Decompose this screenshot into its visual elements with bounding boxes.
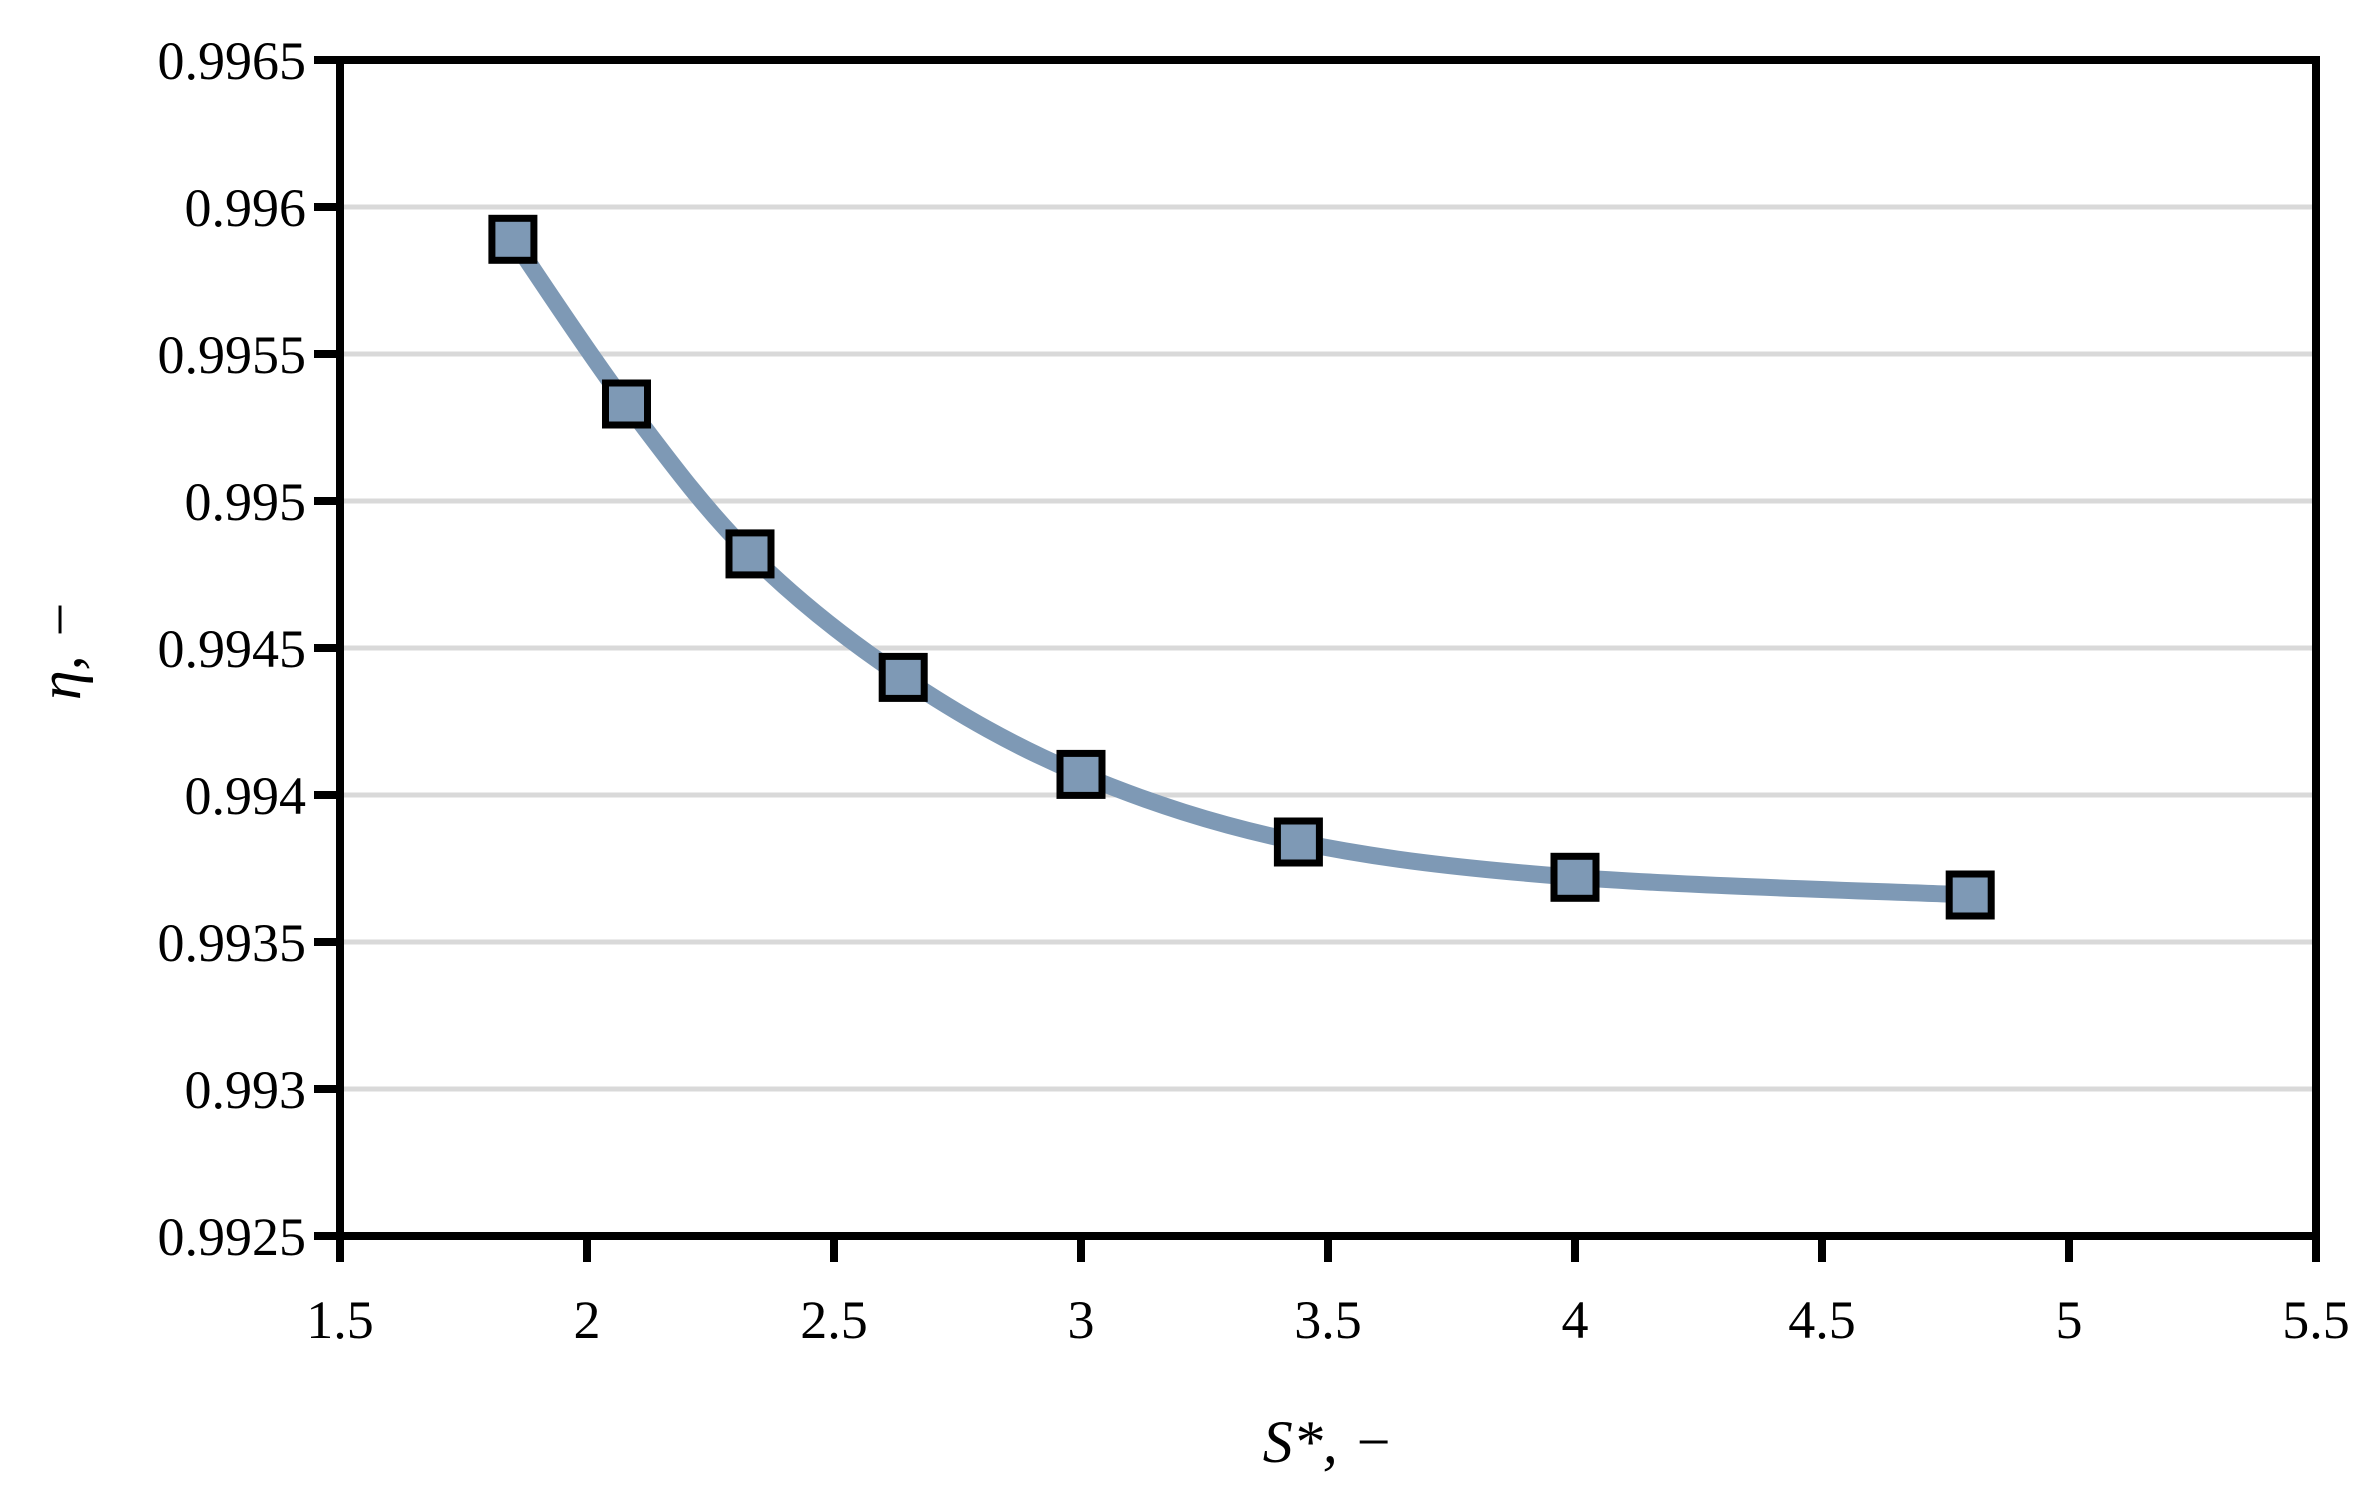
data-point-marker [1945, 870, 1995, 920]
y-tick-label: 0.9965 [158, 31, 307, 91]
axes-group [314, 56, 2320, 1262]
y-tick-label: 0.994 [185, 766, 307, 826]
y-tick-label: 0.9955 [158, 325, 307, 385]
data-point-marker [1273, 817, 1323, 867]
data-point-marker [1550, 852, 1600, 902]
x-tick-label: 2.5 [800, 1290, 868, 1350]
x-tick-label: 3 [1068, 1290, 1095, 1350]
y-tick-label: 0.9935 [158, 913, 307, 973]
data-point-marker [1056, 749, 1106, 799]
x-tick-label: 3.5 [1294, 1290, 1362, 1350]
x-tick-label: 4 [1562, 1290, 1589, 1350]
x-tick-label: 1.5 [306, 1290, 374, 1350]
x-tick-label: 4.5 [1788, 1290, 1856, 1350]
x-tick-label: 2 [574, 1290, 601, 1350]
y-tick-label: 0.995 [185, 472, 307, 532]
tick-labels-group: 1.5 2 2.5 3 3.5 4 4.5 5 5.5 0.9925 0.993 0.9935 0.99… [158, 31, 2350, 1350]
x-tick-label: 5.5 [2282, 1290, 2350, 1350]
y-tick-label: 0.9925 [158, 1207, 307, 1267]
y-tick-label: 0.9945 [158, 619, 307, 679]
y-tick-label: 0.993 [185, 1060, 307, 1120]
series-group [488, 214, 1995, 920]
y-axis-title: η, − [27, 600, 93, 700]
y-tick-label: 0.996 [185, 178, 307, 238]
x-axis-title: S*, − [1263, 1409, 1394, 1475]
data-point-marker [488, 214, 538, 264]
data-point-marker [602, 379, 651, 429]
data-point-marker [878, 652, 928, 702]
data-point-marker [725, 529, 775, 579]
gridlines-group [340, 204, 2316, 1092]
x-tick-label: 5 [2056, 1290, 2083, 1350]
